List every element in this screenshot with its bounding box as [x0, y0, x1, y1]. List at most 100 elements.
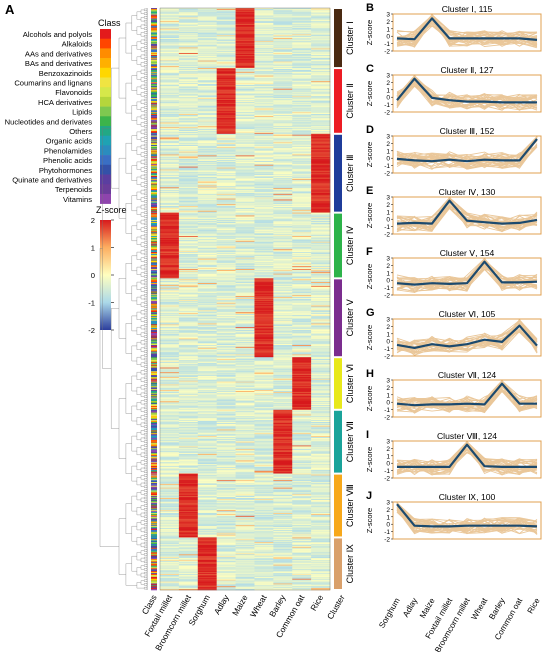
- heatmap-cell: [216, 283, 236, 286]
- heatmap-cell: [311, 245, 331, 247]
- dendrogram-branch: [146, 340, 148, 342]
- dendrogram-branch: [146, 443, 148, 446]
- heatmap-cell: [254, 33, 274, 35]
- heatmap-cell: [178, 126, 199, 128]
- dendrogram-branch: [146, 137, 148, 140]
- heatmap-cell: [197, 157, 217, 159]
- heatmap-cell: [273, 282, 293, 284]
- heatmap-cell: [197, 99, 217, 101]
- heatmap-cell: [311, 215, 331, 217]
- heatmap-cell: [216, 284, 236, 287]
- dendrogram-branch: [144, 20, 147, 23]
- heatmap-cell: [292, 366, 312, 368]
- heatmap-cell: [160, 143, 180, 145]
- heatmap-cell: [178, 29, 199, 31]
- dendrogram-branch: [146, 301, 148, 303]
- dendrogram-branch: [146, 567, 148, 570]
- dendrogram-branch: [144, 42, 147, 45]
- class-cell: [151, 204, 157, 206]
- heatmap-cell: [273, 249, 293, 251]
- class-cell: [151, 143, 157, 145]
- heatmap-cell: [197, 38, 217, 40]
- heatmap-cell: [273, 179, 293, 182]
- heatmap-cell: [160, 50, 180, 52]
- heatmap-cell: [311, 48, 331, 50]
- heatmap-cell: [197, 90, 217, 92]
- dendrogram-branch: [146, 196, 148, 198]
- heatmap-cell: [273, 97, 293, 99]
- heatmap-cell: [292, 53, 312, 55]
- heatmap-cell: [292, 297, 312, 299]
- class-cell: [151, 411, 157, 413]
- heatmap-cell: [197, 293, 217, 295]
- heatmap-cell: [254, 212, 274, 214]
- dendrogram-branch: [140, 227, 145, 232]
- heatmap-cell: [235, 85, 255, 88]
- heatmap-cell: [235, 216, 255, 218]
- heatmap-cell: [178, 304, 199, 306]
- heatmap-cell: [311, 391, 331, 394]
- heatmap-cell: [235, 78, 255, 80]
- heatmap-cell: [160, 270, 180, 273]
- heatmap-cell: [197, 77, 217, 79]
- heatmap-cell: [160, 314, 180, 317]
- heatmap-cell: [273, 90, 293, 92]
- class-legend-swatch: [100, 193, 111, 204]
- heatmap-cell: [254, 161, 274, 164]
- heatmap-cell: [197, 152, 217, 154]
- heatmap-cell: [178, 86, 199, 89]
- heatmap-cell: [273, 299, 293, 301]
- heatmap-cell: [292, 117, 312, 120]
- heatmap-cell: [311, 184, 331, 186]
- heatmap-cell: [273, 391, 293, 394]
- heatmap-cell: [178, 153, 199, 155]
- heatmap-cell: [292, 28, 312, 30]
- heatmap-cell: [311, 173, 331, 175]
- heatmap-cell: [254, 138, 274, 140]
- class-cell: [151, 556, 157, 558]
- heatmap-cell: [178, 121, 199, 123]
- dendrogram-branch: [146, 274, 148, 277]
- heatmap-cell: [216, 209, 236, 212]
- heatmap-cell: [311, 188, 331, 190]
- class-cell: [151, 310, 157, 312]
- heatmap-cell: [235, 168, 255, 170]
- class-cell: [151, 393, 157, 396]
- heatmap-cell: [235, 381, 255, 383]
- heatmap-cell: [235, 155, 255, 157]
- class-cell: [151, 96, 157, 98]
- class-cell: [151, 377, 157, 380]
- class-cell: [151, 26, 157, 29]
- heatmap-cell: [216, 315, 236, 318]
- heatmap-cell: [216, 318, 236, 320]
- heatmap-cell: [197, 207, 217, 210]
- dendrogram-branch: [144, 357, 147, 361]
- heatmap-cell: [235, 33, 255, 35]
- heatmap-cell: [292, 246, 312, 248]
- heatmap-cell: [254, 351, 274, 353]
- heatmap-cell: [197, 78, 217, 80]
- heatmap-cell: [292, 73, 312, 75]
- heatmap-cell: [273, 188, 293, 190]
- heatmap-cell: [160, 54, 180, 56]
- heatmap-cell: [254, 45, 274, 47]
- heatmap-cell: [311, 120, 331, 122]
- heatmap-cell: [292, 243, 312, 245]
- dendrogram-branch: [125, 383, 132, 414]
- heatmap-cell: [311, 329, 331, 331]
- heatmap-cell: [273, 382, 293, 384]
- heatmap-cell: [273, 241, 293, 243]
- heatmap-cell: [292, 257, 312, 259]
- heatmap-cell: [292, 146, 312, 149]
- dendrogram-branch: [144, 189, 147, 192]
- heatmap-cell: [292, 178, 312, 181]
- dendrogram-branch: [140, 377, 145, 382]
- heatmap-cell: [216, 101, 236, 104]
- heatmap-cell: [160, 240, 180, 243]
- dendrogram-branch: [146, 250, 148, 252]
- heatmap-cell: [197, 38, 217, 41]
- dendrogram-branch: [146, 385, 148, 387]
- heatmap-cell: [235, 318, 255, 320]
- heatmap-cell: [254, 289, 274, 291]
- heatmap-cell: [197, 149, 217, 151]
